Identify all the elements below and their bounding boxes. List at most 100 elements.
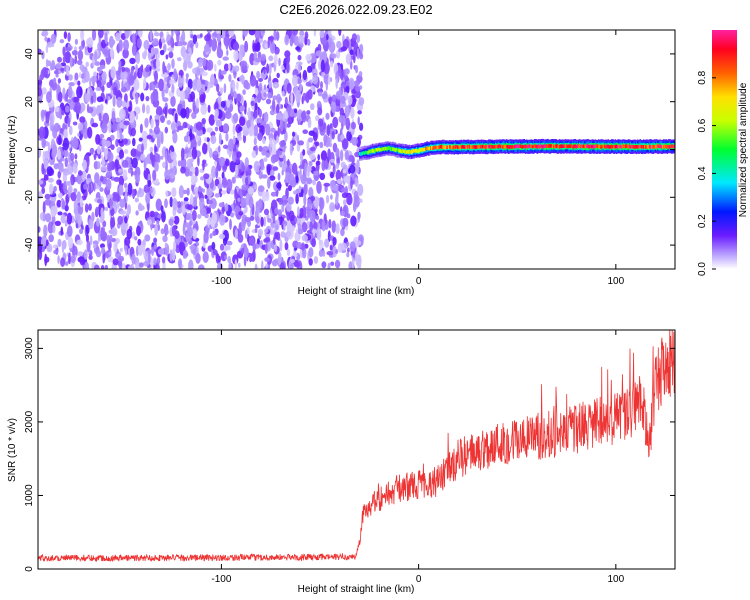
noise-blob bbox=[261, 174, 268, 179]
track-cell bbox=[579, 144, 581, 149]
noise-blob bbox=[148, 252, 151, 264]
noise-blob bbox=[311, 238, 316, 248]
noise-blob bbox=[272, 236, 276, 245]
noise-blob bbox=[297, 109, 304, 123]
noise-blob bbox=[248, 237, 255, 245]
noise-blob bbox=[173, 68, 178, 81]
track-cell bbox=[664, 144, 666, 148]
track-cell bbox=[473, 145, 476, 149]
noise-blob bbox=[108, 199, 114, 206]
noise-blob bbox=[228, 74, 232, 83]
noise-blob bbox=[54, 220, 62, 226]
noise-blob bbox=[173, 240, 177, 252]
noise-blob bbox=[234, 228, 238, 240]
noise-blob bbox=[353, 201, 357, 213]
track-cell bbox=[534, 144, 536, 148]
noise-blob bbox=[335, 162, 340, 170]
track-cell bbox=[385, 146, 387, 151]
noise-blob bbox=[45, 45, 49, 54]
track-cell bbox=[594, 144, 596, 149]
track-cell bbox=[603, 144, 606, 149]
noise-blob bbox=[180, 147, 185, 161]
noise-blob bbox=[61, 199, 66, 210]
noise-blob bbox=[119, 149, 124, 160]
noise-blob bbox=[132, 32, 136, 45]
y-tick-label: 0 bbox=[24, 566, 35, 572]
noise-blob bbox=[154, 70, 158, 83]
noise-blob bbox=[339, 149, 344, 162]
noise-blob bbox=[346, 252, 350, 258]
noise-blob bbox=[112, 191, 118, 202]
noise-blob bbox=[345, 85, 350, 94]
noise-blob bbox=[62, 137, 70, 151]
noise-region bbox=[38, 30, 365, 269]
noise-blob bbox=[267, 176, 271, 189]
track-cell bbox=[420, 148, 423, 152]
noise-blob bbox=[345, 53, 352, 65]
noise-blob bbox=[344, 150, 349, 161]
noise-blob bbox=[202, 159, 205, 171]
noise-blob bbox=[173, 215, 180, 225]
track-cell bbox=[587, 144, 589, 148]
noise-blob bbox=[183, 52, 188, 62]
noise-blob bbox=[247, 107, 251, 121]
noise-blob bbox=[210, 165, 217, 179]
noise-blob bbox=[167, 40, 171, 46]
noise-blob bbox=[237, 50, 243, 62]
noise-blob bbox=[223, 83, 227, 94]
noise-blob bbox=[190, 34, 194, 39]
noise-blob bbox=[162, 161, 166, 169]
noise-blob bbox=[318, 118, 324, 127]
noise-blob bbox=[164, 150, 168, 164]
noise-blob bbox=[76, 239, 83, 246]
noise-blob bbox=[253, 160, 260, 173]
noise-blob bbox=[180, 108, 187, 119]
colorbar-tick-label: 0.2 bbox=[697, 214, 708, 228]
track-cell bbox=[631, 144, 633, 149]
track-cell bbox=[528, 144, 530, 148]
noise-blob bbox=[104, 99, 108, 104]
noise-blob bbox=[261, 190, 267, 203]
noise-blob bbox=[52, 126, 58, 139]
track-cell bbox=[642, 145, 645, 149]
noise-blob bbox=[168, 218, 174, 226]
noise-blob bbox=[119, 129, 123, 142]
noise-blob bbox=[139, 262, 144, 268]
track-cell bbox=[541, 144, 543, 149]
noise-blob bbox=[286, 60, 290, 74]
noise-blob bbox=[305, 53, 312, 62]
track-cell bbox=[644, 144, 646, 149]
noise-blob bbox=[145, 95, 150, 102]
noise-blob bbox=[180, 157, 187, 170]
noise-blob bbox=[191, 209, 197, 221]
track-cell bbox=[543, 144, 546, 148]
noise-blob bbox=[127, 247, 131, 256]
noise-blob bbox=[324, 238, 330, 248]
noise-blob bbox=[52, 223, 56, 234]
track-cell bbox=[629, 145, 632, 149]
noise-blob bbox=[153, 32, 161, 37]
noise-blob bbox=[76, 59, 83, 66]
noise-blob bbox=[196, 81, 202, 89]
noise-blob bbox=[278, 57, 281, 67]
noise-blob bbox=[323, 159, 329, 170]
noise-blob bbox=[96, 161, 101, 170]
noise-blob bbox=[41, 163, 45, 175]
track-cell bbox=[667, 145, 670, 149]
track-cell bbox=[542, 144, 544, 149]
noise-blob bbox=[101, 71, 107, 82]
noise-blob bbox=[303, 183, 308, 196]
noise-blob bbox=[189, 245, 196, 250]
track-cell bbox=[582, 144, 585, 148]
noise-blob bbox=[143, 76, 147, 90]
noise-blob bbox=[200, 104, 207, 115]
noise-blob bbox=[224, 245, 231, 251]
track-cell bbox=[484, 145, 486, 149]
track-cell bbox=[448, 144, 451, 149]
snr-x-label: Height of straight line (km) bbox=[298, 584, 415, 595]
noise-blob bbox=[164, 126, 168, 134]
noise-blob bbox=[233, 49, 239, 62]
noise-blob bbox=[118, 39, 123, 52]
track-cell bbox=[495, 145, 497, 149]
noise-blob bbox=[313, 170, 319, 176]
